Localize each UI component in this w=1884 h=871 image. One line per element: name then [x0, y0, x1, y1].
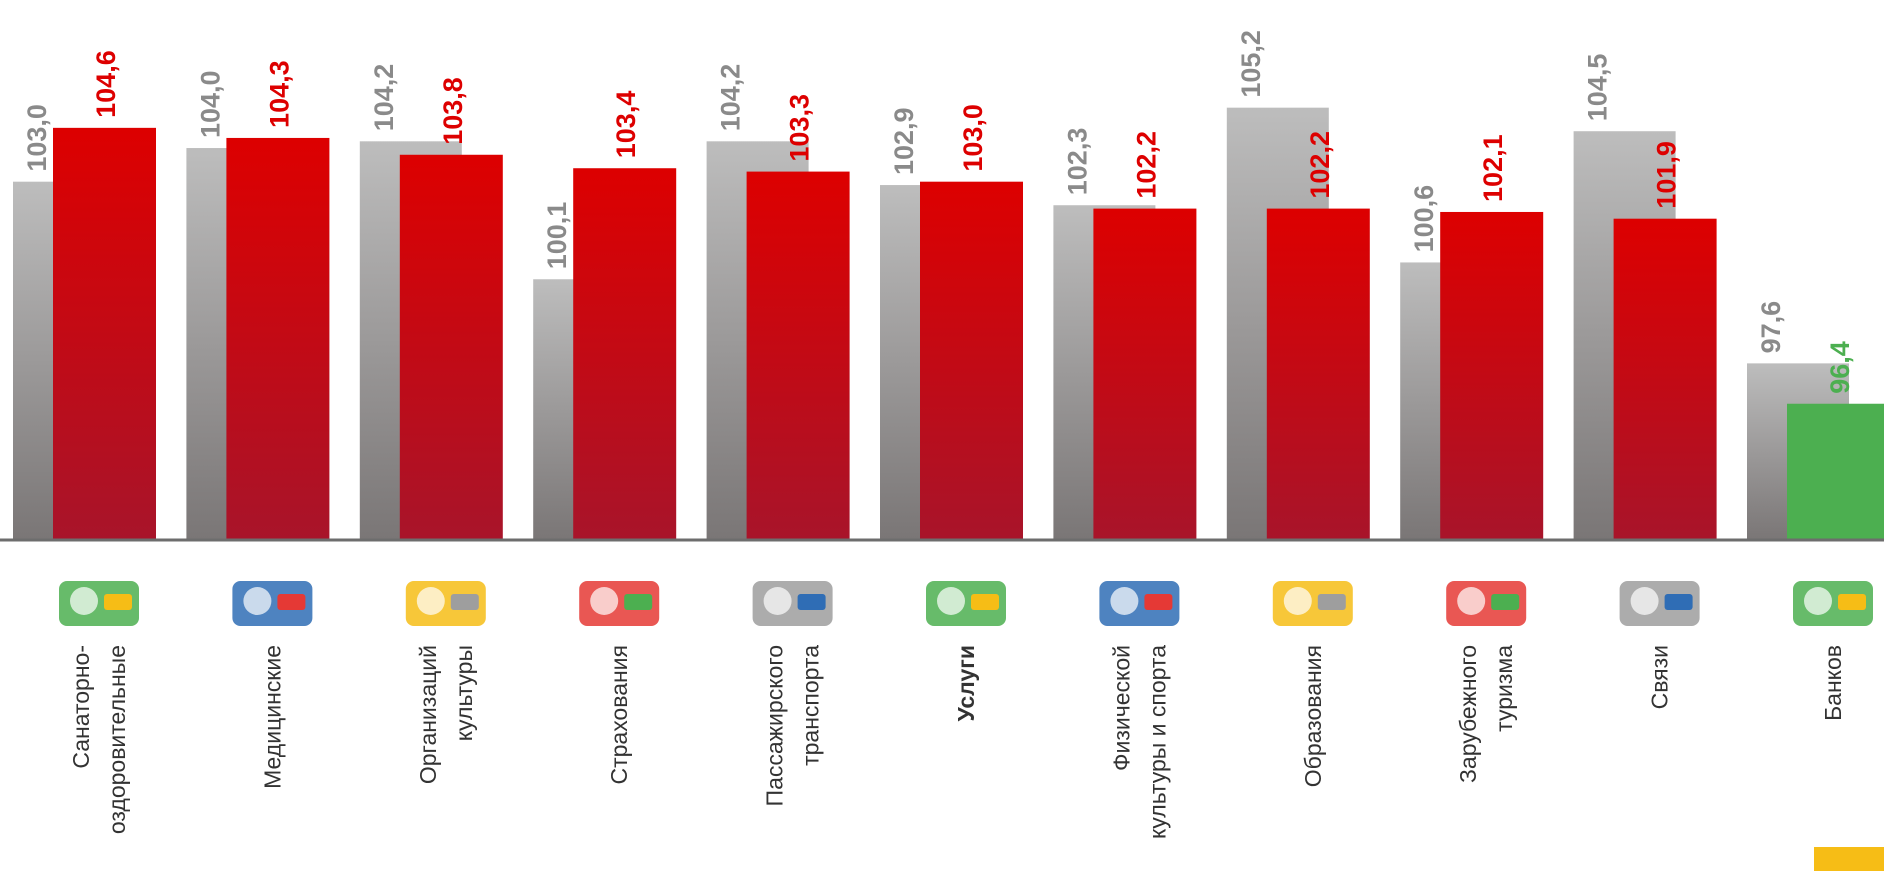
value-label: 104,5 — [1583, 54, 1613, 122]
category-label: Зарубежного — [1455, 645, 1481, 783]
value-label: 102,2 — [1131, 131, 1161, 199]
icon-part — [104, 594, 132, 610]
category-label: туризма — [1491, 645, 1517, 732]
icon-part — [971, 594, 999, 610]
category-icon — [405, 581, 486, 626]
category-label: культуры и спорта — [1144, 645, 1170, 839]
value-label: 102,3 — [1062, 128, 1092, 196]
bar — [226, 137, 330, 541]
value-label: 96,4 — [1825, 341, 1855, 394]
value-label: 97,6 — [1756, 301, 1786, 354]
value-label: 102,1 — [1478, 134, 1508, 202]
value-label: 103,4 — [611, 91, 641, 159]
category-icon — [59, 581, 139, 626]
icon-part — [277, 594, 306, 610]
icon-part — [243, 587, 272, 615]
icon-part — [416, 587, 445, 615]
bar — [1093, 208, 1197, 540]
category-label: транспорта — [798, 645, 824, 766]
value-label: 104,6 — [91, 50, 121, 118]
category-label: культуры — [451, 645, 477, 741]
category-icon — [1446, 581, 1527, 626]
icon-part — [1283, 587, 1312, 615]
bar — [1787, 403, 1884, 540]
icon-part — [450, 594, 479, 610]
category-label: Организаций — [415, 645, 441, 784]
icon-part — [70, 587, 98, 615]
icon-part — [590, 587, 619, 615]
category-label: Образования — [1300, 645, 1326, 787]
category-label: Услуги — [953, 645, 979, 721]
category-label: оздоровительные — [104, 645, 130, 834]
bar — [399, 154, 503, 540]
value-label: 100,6 — [1409, 185, 1439, 253]
icon-part — [797, 594, 826, 610]
value-label: 103,0 — [958, 104, 988, 172]
value-label: 102,2 — [1305, 131, 1335, 199]
category-icon — [1619, 581, 1700, 626]
category-icon — [926, 581, 1006, 626]
icon-part — [1144, 594, 1173, 610]
icon-part — [1630, 587, 1659, 615]
category-label: Физической — [1108, 645, 1134, 771]
value-label: 101,9 — [1652, 141, 1682, 209]
category-icon — [579, 581, 660, 626]
icon-part — [1838, 594, 1866, 610]
category-label: Банков — [1820, 645, 1846, 721]
icon-part — [763, 587, 792, 615]
value-label: 105,2 — [1236, 30, 1266, 98]
icon-part — [1491, 594, 1520, 610]
icon-part — [1804, 587, 1832, 615]
corner-mark — [1814, 847, 1884, 871]
bar — [920, 181, 1023, 540]
bar — [1613, 218, 1717, 540]
value-label: 104,0 — [195, 70, 225, 138]
bar — [53, 127, 156, 540]
icon-part — [937, 587, 965, 615]
bar — [1266, 208, 1370, 540]
category-label: Связи — [1647, 645, 1673, 709]
icon-part — [1110, 587, 1139, 615]
icon-part — [1457, 587, 1486, 615]
category-label: Медицинские — [259, 645, 285, 789]
category-label: Пассажирского — [762, 645, 788, 806]
icon-part — [1317, 594, 1346, 610]
category-icon — [232, 581, 313, 626]
bar — [746, 171, 850, 540]
value-label: 102,9 — [889, 107, 919, 175]
category-icon — [752, 581, 833, 626]
icon-part — [1664, 594, 1693, 610]
bar — [1440, 211, 1544, 540]
category-label: Санаторно- — [68, 645, 94, 769]
category-icon — [1793, 581, 1873, 626]
value-label: 104,3 — [264, 60, 294, 128]
category-icon — [1099, 581, 1180, 626]
value-label: 104,2 — [369, 64, 399, 132]
value-label: 100,1 — [542, 202, 572, 270]
category-label: Страхования — [606, 645, 632, 785]
bar — [573, 168, 677, 540]
value-label: 103,8 — [438, 77, 468, 145]
value-label: 103,0 — [22, 104, 52, 172]
value-label: 104,2 — [716, 64, 746, 132]
value-label: 103,3 — [785, 94, 815, 162]
icon-part — [624, 594, 653, 610]
category-icon — [1272, 581, 1353, 626]
